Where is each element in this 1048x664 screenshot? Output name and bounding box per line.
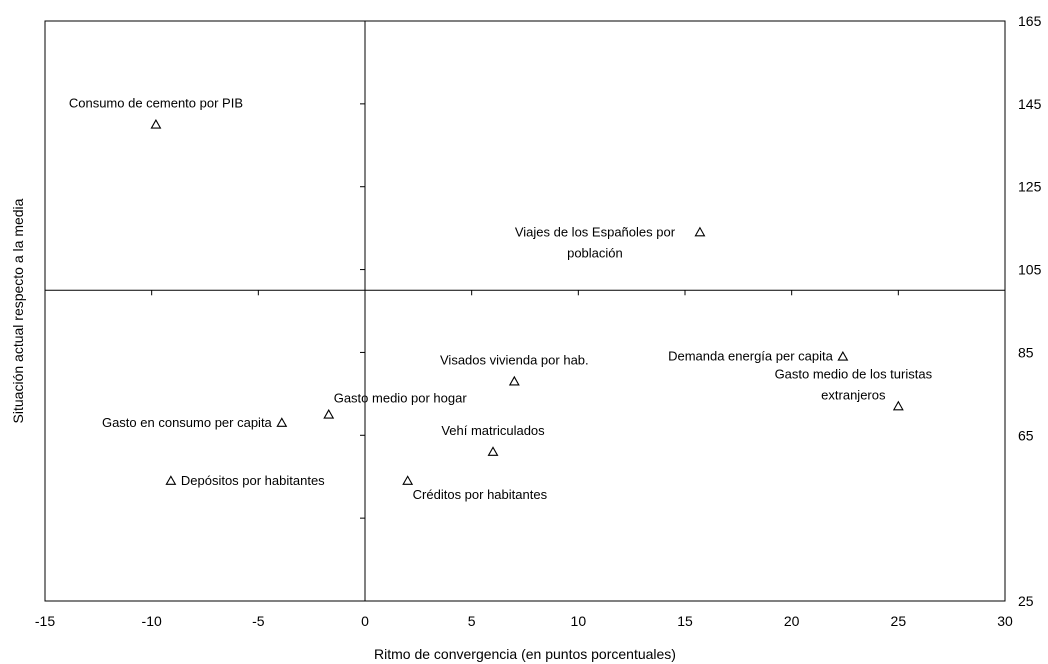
y-tick-label: 25 (1018, 593, 1034, 609)
data-point-marker (837, 350, 849, 361)
data-label: Visados vivienda por hab. (440, 352, 589, 367)
plot-frame (44, 20, 1006, 602)
data-labels: Consumo de cemento por PIB Viajes de los … (69, 96, 933, 502)
data-label-line: Gasto en consumo per capita (102, 415, 273, 430)
x-axis-title: Ritmo de convergencia (en puntos porcent… (374, 646, 676, 662)
data-point-marker (402, 475, 414, 485)
data-label-line: Viajes de los Españoles por (515, 224, 676, 239)
data-label: Consumo de cemento por PIB (69, 96, 243, 111)
data-point-marker (276, 417, 288, 427)
data-point-marker (892, 400, 904, 411)
data-label-line: Créditos por habitantes (413, 487, 548, 502)
data-label-line: Visados vivienda por hab. (440, 352, 589, 367)
x-tick-label: 5 (468, 613, 476, 629)
data-label: Demanda energía per capita (668, 349, 834, 364)
x-tick-label: -5 (252, 613, 265, 629)
y-tick-label: 145 (1018, 96, 1042, 112)
data-label-line: extranjeros (821, 387, 886, 402)
x-tick-label: 20 (784, 613, 800, 629)
data-point-marker (487, 446, 499, 456)
data-label-line: Gasto medio por hogar (334, 391, 468, 406)
data-label: Gasto medio por hogar (334, 391, 468, 406)
ticks: -15 -10 -5 0 5 10 15 20 25 30 25 65 85 105 125 145 165 (35, 13, 1042, 629)
data-point-marker (323, 408, 335, 419)
plot-border (44, 20, 1006, 602)
data-label: Gasto medio de los turistas extranjeros (775, 366, 933, 402)
axes (45, 21, 1005, 601)
x-tick-label: 25 (891, 613, 907, 629)
x-tick-label: -10 (142, 613, 162, 629)
x-tick-label: 30 (997, 613, 1013, 629)
data-label: Vehí matriculados (441, 423, 545, 438)
data-point-marker (165, 475, 177, 485)
data-label-line: Consumo de cemento por PIB (69, 96, 243, 111)
x-tick-label: -15 (35, 613, 55, 629)
data-point-marker (150, 118, 162, 129)
data-label-line: Gasto medio de los turistas (775, 366, 933, 381)
data-points (150, 118, 904, 485)
y-tick-label: 85 (1018, 344, 1034, 360)
x-tick-label: 0 (361, 613, 369, 629)
data-label-line: población (567, 245, 623, 260)
y-axis-title: Situación actual respecto a la media (10, 198, 26, 423)
x-tick-label: 15 (677, 613, 693, 629)
data-label: Créditos por habitantes (413, 487, 548, 502)
y-tick-label: 165 (1018, 13, 1042, 29)
data-label-line: Vehí matriculados (441, 423, 545, 438)
data-point-marker (694, 226, 706, 237)
data-label: Gasto en consumo per capita (102, 415, 273, 430)
x-tick-label: 10 (571, 613, 587, 629)
data-label-line: Demanda energía per capita (668, 349, 834, 364)
data-point-marker (508, 375, 520, 386)
y-tick-label: 65 (1018, 427, 1034, 443)
y-tick-label: 125 (1018, 179, 1042, 195)
data-label: Depósitos por habitantes (181, 473, 325, 488)
y-tick-label: 105 (1018, 262, 1042, 278)
data-label-line: Depósitos por habitantes (181, 473, 325, 488)
data-label: Viajes de los Españoles por población (515, 224, 676, 260)
